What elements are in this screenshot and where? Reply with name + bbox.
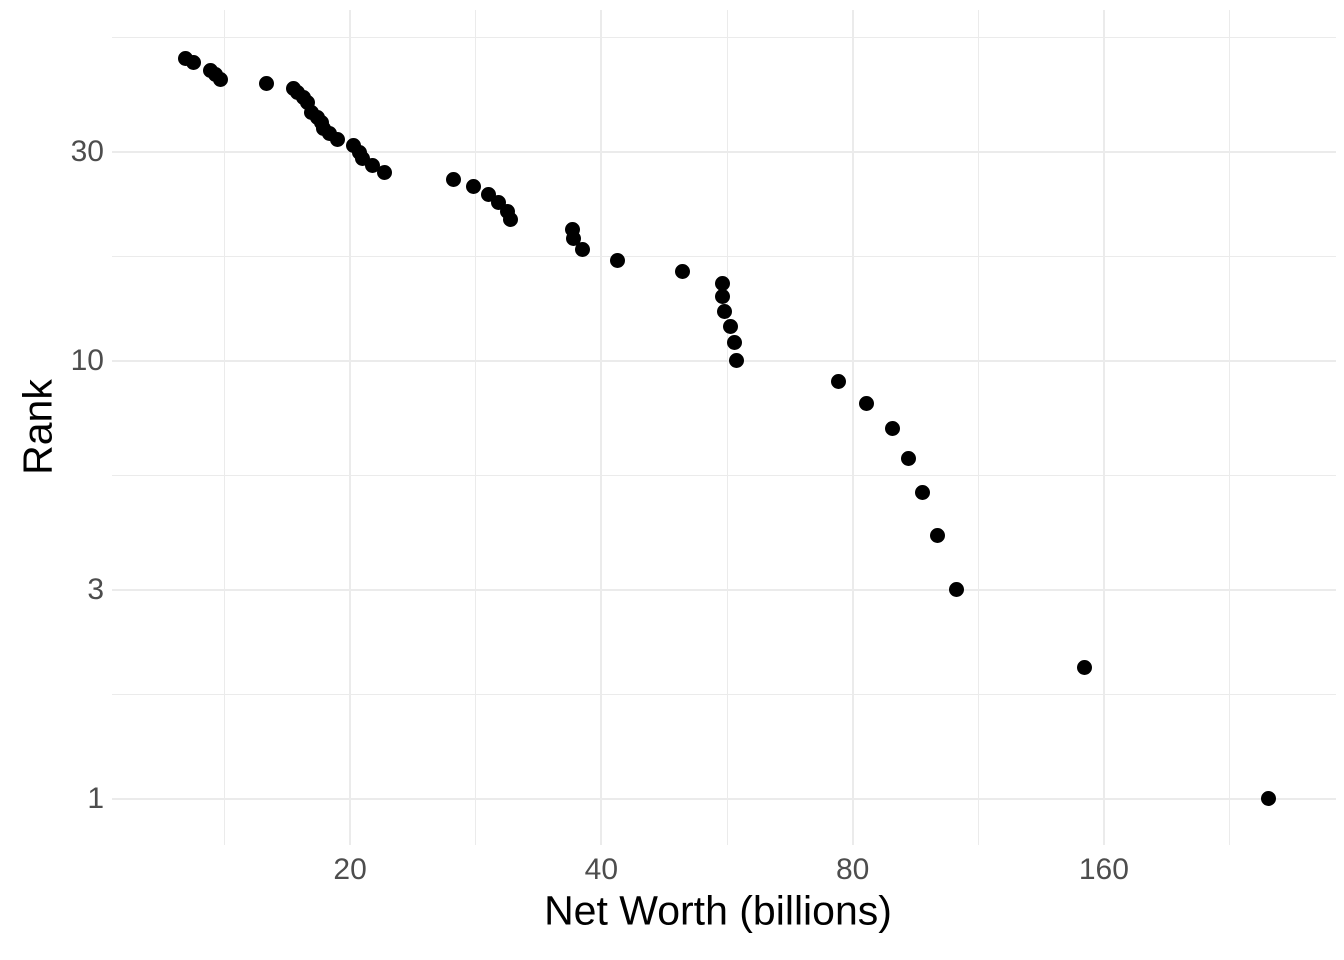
data-point	[177, 51, 193, 67]
x-major-gridline	[349, 10, 352, 845]
data-point	[729, 353, 745, 369]
x-minor-gridline	[726, 10, 728, 845]
data-point	[285, 80, 301, 96]
data-point	[722, 318, 738, 334]
y-tick-label: 3	[87, 572, 104, 606]
x-tick-label: 160	[1078, 853, 1129, 886]
x-minor-gridline	[977, 10, 979, 845]
x-axis-title: Net Worth (billions)	[544, 887, 892, 934]
data-point	[465, 179, 481, 195]
x-tick-label: 80	[835, 853, 870, 886]
y-major-gridline	[112, 797, 1336, 800]
data-point	[481, 186, 497, 202]
data-point	[377, 164, 393, 180]
x-minor-gridline	[223, 10, 225, 845]
data-point	[259, 76, 275, 92]
data-point	[915, 485, 931, 501]
data-point	[726, 335, 742, 351]
y-major-gridline	[112, 359, 1336, 362]
x-major-gridline	[600, 10, 603, 845]
y-axis-title: Rank	[14, 379, 61, 475]
data-point	[445, 171, 461, 187]
y-minor-gridline	[112, 256, 1336, 257]
y-minor-gridline	[112, 474, 1336, 476]
data-point	[346, 138, 362, 154]
x-minor-gridline	[1229, 10, 1231, 845]
y-tick-label: 10	[70, 343, 104, 377]
x-minor-gridline	[475, 10, 477, 845]
data-point	[885, 421, 901, 437]
y-tick-label: 30	[70, 135, 104, 169]
data-point	[1260, 791, 1276, 807]
data-point	[859, 395, 875, 411]
x-major-gridline	[851, 10, 854, 845]
x-major-gridline	[1102, 10, 1105, 845]
data-point	[930, 527, 946, 543]
data-point	[202, 63, 218, 79]
data-point	[831, 373, 847, 389]
data-point	[609, 252, 625, 268]
y-minor-gridline	[112, 37, 1336, 39]
data-point	[948, 582, 964, 598]
data-point	[675, 264, 691, 280]
y-major-gridline	[112, 151, 1336, 154]
data-point	[900, 450, 916, 466]
data-point	[575, 241, 591, 257]
y-tick-label: 1	[87, 781, 104, 815]
data-point	[715, 289, 731, 305]
y-major-gridline	[112, 588, 1336, 591]
y-minor-gridline	[112, 693, 1336, 695]
x-tick-label: 20	[333, 853, 367, 886]
data-point	[714, 276, 730, 292]
data-point	[564, 221, 580, 237]
x-tick-label: 40	[584, 853, 619, 886]
data-point	[1076, 659, 1092, 675]
data-point	[717, 303, 733, 319]
